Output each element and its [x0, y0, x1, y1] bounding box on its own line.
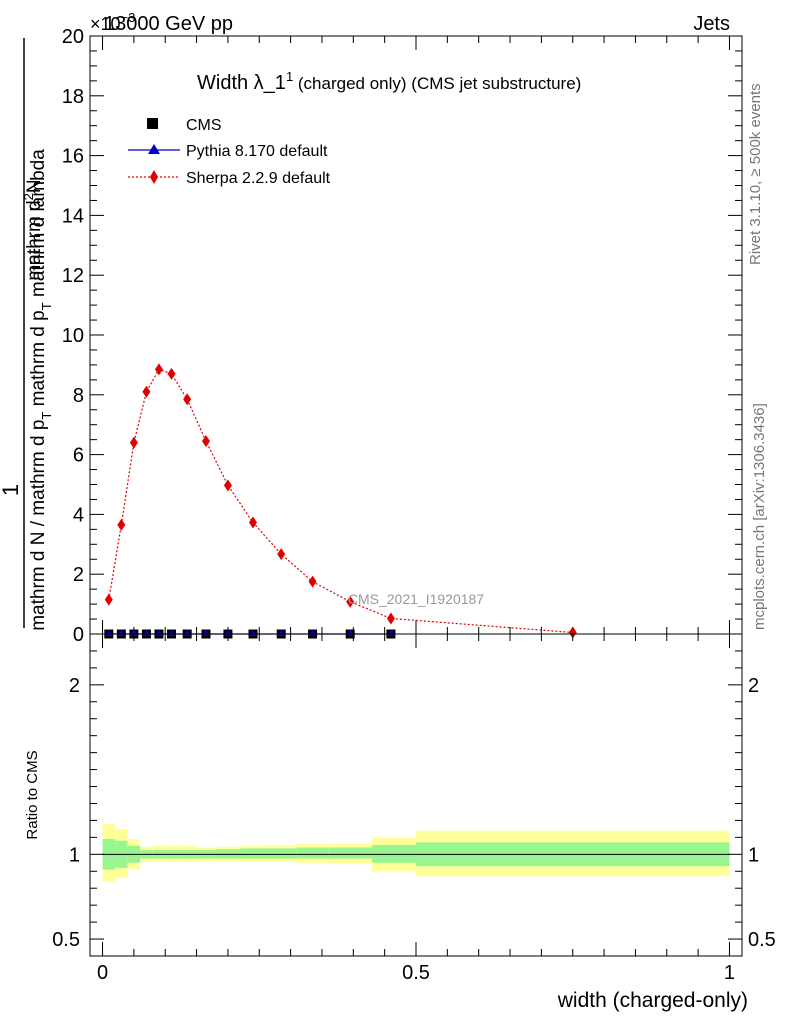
y-label-top: 1 [0, 484, 23, 496]
legend-sherpa-marker [150, 170, 158, 184]
ratio-y-tick-label: 1 [69, 844, 80, 866]
sherpa-point [277, 548, 286, 561]
legend-pythia-label: Pythia 8.170 default [186, 143, 328, 160]
plot-title: Width λ_11 (charged only) (CMS jet subst… [197, 69, 581, 94]
main-y-tick-label: 8 [73, 385, 84, 407]
sherpa-point [129, 436, 138, 449]
main-y-tick-label: 14 [62, 205, 84, 227]
mcplots-side-label: mcplots.cern.ch [arXiv:1306.3436] [751, 403, 768, 630]
legend-sherpa-label: Sherpa 2.2.9 default [186, 170, 331, 187]
ratio-y-tick-label-right: 1 [748, 844, 759, 866]
rivet-side-label: Rivet 3.1.10, ≥ 500k events [747, 83, 764, 265]
sherpa-point [142, 385, 151, 398]
sherpa-point [104, 593, 113, 606]
main-y-tick-label: 4 [73, 504, 84, 526]
exponent-label: ×10−3 [90, 10, 135, 34]
main-y-tick-label: 10 [62, 325, 84, 347]
ratio-inner-band-bin [240, 848, 266, 859]
analysis-watermark: CMS_2021_I1920187 [348, 591, 484, 607]
process-label: Jets [693, 13, 730, 35]
ratio-inner-band-bin [296, 847, 329, 859]
sherpa-point [346, 595, 355, 608]
ratio-x-tick-label: 0.5 [402, 962, 430, 984]
sherpa-point [154, 363, 163, 376]
sherpa-point [201, 435, 210, 448]
main-y-tick-label: 16 [62, 146, 84, 168]
ratio-frame [89, 633, 743, 957]
sherpa-point [183, 393, 192, 406]
legend-cms-marker [147, 118, 158, 129]
energy-label: 13000 GeV pp [104, 13, 233, 35]
ratio-y-label: Ratio to CMS [24, 750, 41, 839]
y-label-denominator: mathrm d N / mathrm d pT mathrm d pT mat… [28, 149, 54, 631]
ratio-y-tick-label: 0.5 [52, 929, 80, 951]
legend-cms-label: CMS [186, 117, 222, 134]
ratio-y-tick-label-right: 0.5 [748, 929, 776, 951]
main-y-tick-label: 18 [62, 86, 84, 108]
sherpa-point [167, 367, 176, 380]
ratio-inner-band-bin [265, 848, 297, 859]
sherpa-point [308, 575, 317, 588]
sherpa-point [223, 479, 232, 492]
ratio-x-tick-label: 1 [724, 962, 735, 984]
main-y-tick-label: 20 [62, 26, 84, 48]
sherpa-point [386, 612, 395, 625]
main-y-tick-label: 0 [73, 624, 84, 646]
ratio-panel: 0 0.5 1 0.5 0.5 1 1 2 2 [52, 633, 776, 984]
sherpa-point [249, 516, 257, 529]
legend: CMS Pythia 8.170 default Sherpa 2.2.9 de… [128, 117, 331, 187]
ratio-y-tick-label-right: 2 [748, 675, 759, 697]
main-y-tick-label: 2 [73, 564, 84, 586]
sherpa-point [117, 518, 126, 531]
main-y-tick-label: 6 [73, 445, 84, 467]
y-label-numerator: mathrm d2N [21, 179, 45, 280]
ratio-x-tick-label: 0 [97, 962, 108, 984]
ratio-y-tick-label: 2 [69, 675, 80, 697]
sherpa-point [568, 626, 577, 639]
x-axis-label: width (charged-only) [557, 989, 748, 1012]
sherpa-line [108, 368, 573, 634]
main-panel: 0 2 4 6 8 10 12 14 16 18 20 [62, 26, 743, 646]
ratio-inner-band-bin [328, 847, 373, 859]
main-y-label: 1 mathrm d2N mathrm d N / mathrm d pT ma… [0, 38, 54, 631]
main-y-tick-label: 12 [62, 265, 84, 287]
legend-pythia-marker [148, 144, 160, 154]
